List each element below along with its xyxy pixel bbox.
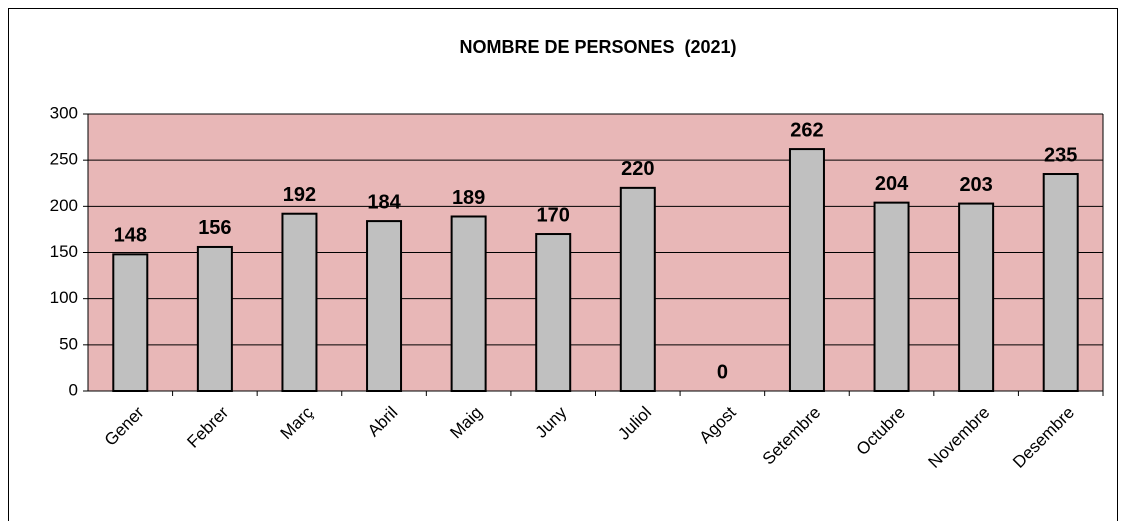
bar [366, 220, 403, 392]
value-label: 148 [114, 225, 147, 247]
value-label: 184 [367, 191, 401, 213]
y-tick-label: 200 [50, 196, 78, 215]
bar [112, 253, 149, 392]
value-label: 203 [959, 174, 992, 196]
y-tick-label: 50 [59, 334, 78, 353]
chart-title: NOMBRE DE PERSONES (2021) [459, 37, 736, 57]
bar [619, 186, 656, 392]
y-tick-label: 100 [50, 288, 78, 307]
bar [788, 148, 825, 392]
y-tick-label: 250 [50, 150, 78, 169]
bar [1042, 173, 1079, 392]
bar [196, 245, 233, 392]
value-label: 170 [537, 204, 570, 226]
bar [873, 201, 910, 392]
value-label: 0 [717, 361, 728, 383]
value-label: 220 [621, 158, 654, 180]
bar [958, 202, 995, 392]
bar [281, 212, 318, 392]
y-tick-label: 300 [50, 103, 78, 122]
value-label: 189 [452, 187, 485, 209]
y-tick-label: 150 [50, 242, 78, 261]
value-label: 262 [790, 119, 823, 141]
bar [450, 215, 487, 392]
value-label: 192 [283, 184, 316, 206]
bar [535, 233, 572, 392]
value-label: 156 [198, 217, 231, 239]
value-label: 235 [1044, 144, 1077, 166]
y-tick-label: 0 [69, 380, 78, 399]
value-label: 204 [875, 173, 909, 195]
